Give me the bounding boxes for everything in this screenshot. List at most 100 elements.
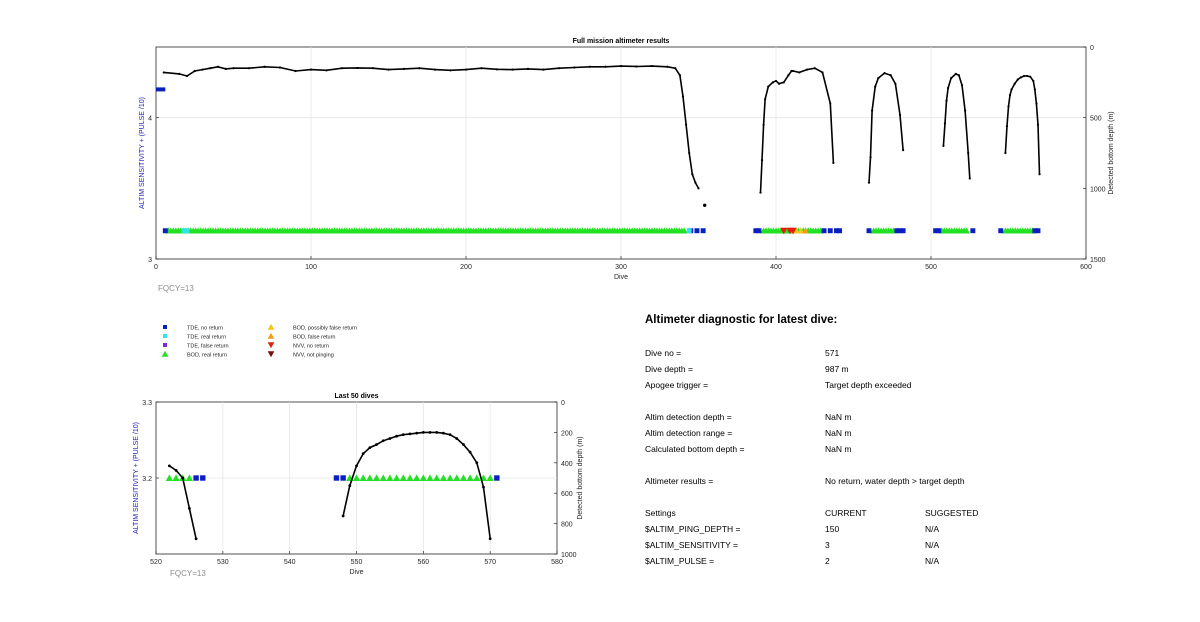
setting-suggested-sensitivity: N/A [925, 540, 940, 550]
diag-label-apogee-trigger: Apogee trigger = [645, 380, 709, 390]
last_50_dives-bod-real-return-marker [446, 474, 454, 481]
last_50_dives-bod-real-return-marker [366, 474, 374, 481]
full_mission-depth-point [869, 156, 872, 159]
full_mission-depth-point [778, 82, 781, 85]
last_50_dives-bod-real-return-marker [433, 474, 441, 481]
last_50_dives-depth-point [468, 450, 472, 454]
setting-suggested-ping-depth: N/A [925, 524, 940, 534]
diag-value-altimeter-results: No return, water depth > target depth [825, 476, 965, 486]
last_50_dives-y-right-tick-label: 400 [561, 461, 573, 468]
last_50_dives-tde-no-return-marker [200, 475, 206, 481]
full_mission-depth-point [1004, 151, 1007, 155]
full_mission-tde-no-return-marker [756, 228, 762, 234]
full_mission-depth-point [666, 65, 669, 68]
last_50_dives-depth-point [381, 439, 385, 443]
full_mission-depth-point [1036, 123, 1040, 126]
legend-label: NVV, no return [293, 344, 329, 350]
full_mission-bod-real-return-marker [680, 227, 688, 234]
full_mission-depth-point [371, 67, 375, 70]
full_mission-depth-point [526, 67, 530, 71]
full_mission-depth-point [232, 67, 235, 70]
full_mission-depth-point [967, 151, 970, 155]
diag-value-apogee-trigger: Target depth exceeded [825, 380, 912, 390]
last_50_dives-depth-point [475, 461, 479, 465]
last_50_dives-y-right-tick-label: 200 [561, 430, 573, 437]
full_mission-depth-point [464, 68, 468, 71]
full_mission-depth-point [278, 66, 282, 69]
legend-label: TDE, no return [187, 326, 223, 332]
full_mission-nvv-no-return-marker [789, 227, 797, 235]
full_mission-depth-point [1026, 74, 1029, 78]
full_mission-depth-point [960, 84, 964, 87]
full_mission-depth-point [883, 72, 886, 75]
legend-label: BOD, false return [293, 335, 336, 341]
last_50_dives-depth-point [482, 485, 485, 489]
full_mission-depth-point [798, 71, 801, 74]
full_mission-depth-point [832, 161, 835, 164]
last_50_dives-depth-point [181, 476, 185, 480]
settings-header-current: CURRENT [825, 508, 867, 518]
full_mission-depth-point [790, 69, 793, 73]
full_mission-depth-point [898, 113, 902, 116]
diagnostic-title: Altimeter diagnostic for latest dive: [645, 314, 838, 326]
full_mission-y-left-tick-label: 4 [148, 116, 152, 123]
full_mission-depth-point [867, 181, 871, 184]
last_50_dives-y-right-tick-label: 1000 [561, 552, 577, 559]
last_50_dives-depth-point [174, 469, 178, 472]
full_mission-tde-no-return-marker [694, 228, 700, 234]
last_50_dives-y-left-axis-label: ALTIM SENSITIVITY + (PULSE /10) [133, 422, 140, 534]
full_mission-depth-point [681, 95, 685, 98]
last_50_dives-bod-real-return-marker [453, 474, 461, 481]
legend-marker-0-1 [163, 334, 167, 338]
diag-label-dive-depth: Dive depth = [645, 364, 693, 374]
full_mission-depth-point [178, 72, 181, 75]
full_mission-early-settings-bar [156, 87, 166, 92]
full_mission-fqcy-annotation: FQCY=13 [158, 284, 194, 293]
full_mission-depth-point [697, 187, 700, 190]
full_mission-tde-no-return-marker [900, 228, 906, 234]
full_mission-tde-no-return-marker [970, 228, 976, 234]
last_50_dives-depth-point [355, 464, 358, 468]
full_mission-depth-point [1013, 82, 1016, 85]
last_50_dives-tde-no-return-marker [494, 475, 500, 481]
full_mission-depth-point [557, 67, 561, 70]
full_mission-depth-point [678, 74, 682, 77]
last_50_dives-depth-point [188, 507, 191, 510]
last_50_dives-title: Last 50 dives [335, 393, 379, 400]
full_mission-y-right-tick-label: 500 [1090, 116, 1102, 123]
full_mission-tde-no-return-marker [833, 228, 839, 234]
full_mission-x-tick-label: 0 [154, 264, 158, 271]
full_mission-depth-point [495, 68, 499, 71]
legend-marker-1-3 [267, 351, 275, 358]
full_mission-depth-point [604, 65, 607, 68]
full_mission-x-tick-label: 400 [770, 264, 782, 271]
last_50_dives-fqcy-annotation: FQCY=13 [170, 569, 206, 578]
last_50_dives-x-tick-label: 570 [484, 559, 496, 566]
setting-label-sensitivity: $ALTIM_SENSITIVITY = [645, 540, 738, 550]
full_mission-depth-point [1032, 79, 1035, 83]
full_mission-depth-point [309, 68, 313, 71]
full_mission-depth-point [433, 68, 437, 71]
full_mission-depth-point [1007, 105, 1010, 108]
full_mission-tde-no-return-marker [1032, 228, 1038, 234]
full_mission-tde-no-return-marker [936, 228, 942, 234]
full_mission-tde-real-return-marker [181, 228, 187, 234]
last_50_dives-depth-point [194, 537, 198, 541]
full_mission-depth-point [356, 66, 359, 70]
last_50_dives-bod-real-return-marker [386, 474, 394, 481]
full_mission-nvv-no-return-marker [780, 227, 788, 235]
last_50_dives-tde-no-return-marker [340, 475, 346, 481]
full_mission-depth-point [619, 64, 623, 68]
last_50_dives-bod-real-return-marker [165, 474, 173, 481]
full_mission-title: Full mission altimeter results [573, 38, 670, 45]
full_mission-depth-point [821, 71, 824, 74]
last_50_dives-depth-point [455, 437, 459, 440]
last_50_dives-depth-point [441, 431, 445, 435]
full_mission-depth-point [201, 68, 204, 71]
last_50_dives-y-right-axis-label: Detected bottom depth (m) [577, 436, 584, 519]
diag-value-dive-depth: 987 m [825, 364, 849, 374]
last_50_dives-y-right-tick-label: 600 [561, 491, 573, 498]
full_mission-depth-point [247, 67, 251, 70]
full_mission-depth-point [588, 65, 592, 68]
full_mission-tde-no-return-marker [821, 228, 827, 234]
